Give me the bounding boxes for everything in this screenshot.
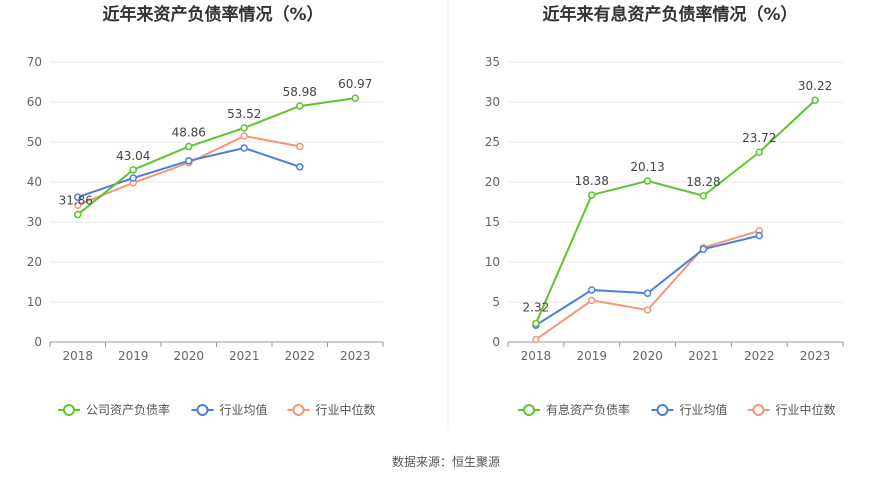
series-line (77, 147, 301, 199)
data-label: 60.97 (338, 77, 372, 91)
x-tick-label: 2020 (173, 349, 204, 363)
data-label: 43.04 (116, 149, 150, 163)
data-point (643, 177, 652, 185)
legend-item: 行业均值 (651, 402, 728, 417)
data-point (74, 210, 82, 219)
x-tick-label: 2018 (521, 349, 552, 363)
chart-title: 近年来有息资产负债率情况（%） (542, 4, 797, 25)
data-point (296, 142, 304, 151)
x-tick-label: 2019 (576, 349, 607, 363)
legend-marker (292, 404, 305, 416)
data-point (74, 201, 82, 209)
y-tick-label: 5 (492, 295, 500, 309)
y-tick-label: 30 (485, 95, 500, 109)
data-label: 48.86 (172, 126, 206, 140)
data-label: 2.32 (523, 300, 550, 314)
data-point (185, 142, 193, 151)
data-label: 58.98 (283, 85, 317, 99)
legend-label: 有息资产负债率 (546, 402, 630, 417)
data-point (240, 124, 248, 132)
series-line (77, 97, 356, 216)
y-tick-label: 25 (485, 135, 500, 149)
y-tick-label: 70 (27, 55, 42, 69)
legend-label: 行业中位数 (776, 402, 836, 417)
data-label: 23.72 (742, 131, 776, 145)
x-tick-label: 2018 (62, 349, 93, 363)
legend-item: 有息资产负债率 (518, 402, 630, 417)
data-point (351, 94, 359, 102)
chart-title: 近年来资产负债率情况（%） (102, 4, 323, 25)
chart-interest-debt-ratio: 近年来有息资产负债率情况（%） 0 5 10 15 20 25 30 35 2018 2019 202… (485, 4, 844, 417)
data-point (240, 144, 248, 152)
data-point (643, 306, 652, 314)
data-label: 18.38 (575, 174, 609, 188)
legend-item: 行业中位数 (747, 402, 836, 417)
legend-marker (752, 404, 765, 416)
legend-marker (523, 404, 535, 416)
data-label: 31.86 (59, 194, 93, 208)
y-tick-label: 20 (27, 255, 42, 269)
data-point (185, 157, 193, 165)
data-point (129, 174, 137, 182)
legend-label: 行业均值 (220, 402, 268, 417)
y-tick-label: 20 (485, 175, 500, 189)
legend-label: 行业均值 (680, 402, 728, 417)
data-point (699, 192, 708, 200)
series-line (534, 99, 816, 324)
data-point (588, 296, 596, 305)
y-tick-label: 30 (27, 215, 42, 229)
data-source: 数据来源：恒生聚源 (392, 454, 500, 469)
x-tick-label: 2019 (118, 349, 149, 363)
data-point (532, 335, 540, 344)
legend-label: 公司资产负债率 (86, 402, 170, 417)
data-point (588, 191, 596, 199)
y-tick-label: 35 (485, 55, 500, 69)
data-point (532, 319, 540, 328)
legend-marker (63, 404, 75, 416)
x-tick-label: 2020 (632, 349, 663, 363)
x-tick-label: 2023 (340, 349, 371, 363)
x-tick-label: 2021 (688, 349, 719, 363)
data-point (296, 163, 304, 171)
legend-marker (656, 404, 669, 416)
data-point (643, 289, 652, 297)
legend-marker (196, 404, 209, 416)
y-tick-label: 50 (27, 135, 42, 149)
x-tick-label: 2022 (284, 349, 315, 363)
y-tick-label: 0 (34, 335, 42, 349)
y-tick-label: 60 (27, 95, 42, 109)
x-tick-label: 2023 (800, 349, 831, 363)
y-tick-label: 0 (492, 335, 500, 349)
data-point (755, 148, 763, 156)
data-label: 30.22 (798, 79, 832, 93)
data-label: 18.28 (686, 175, 720, 189)
y-tick-label: 10 (27, 295, 42, 309)
y-tick-label: 15 (485, 215, 500, 229)
data-point (74, 193, 82, 201)
data-point (296, 102, 304, 110)
data-point (240, 132, 248, 140)
y-tick-label: 10 (485, 255, 500, 269)
legend-label: 行业中位数 (316, 402, 376, 417)
y-tick-label: 40 (27, 175, 42, 189)
data-point (588, 286, 596, 294)
legend-item: 行业中位数 (287, 402, 376, 417)
x-tick-label: 2021 (229, 349, 260, 363)
legend-item: 公司资产负债率 (58, 402, 170, 417)
data-point (755, 231, 763, 240)
data-point (129, 166, 137, 174)
data-point (699, 245, 708, 253)
chart-debt-ratio: 近年来资产负债率情况（%） 0 10 20 30 40 50 60 70 2018 2019 2020… (27, 4, 384, 417)
data-label: 53.52 (227, 107, 261, 121)
x-tick-label: 2022 (744, 349, 775, 363)
data-label: 20.13 (630, 160, 664, 174)
data-point (811, 96, 819, 104)
legend-item: 行业均值 (191, 402, 268, 417)
